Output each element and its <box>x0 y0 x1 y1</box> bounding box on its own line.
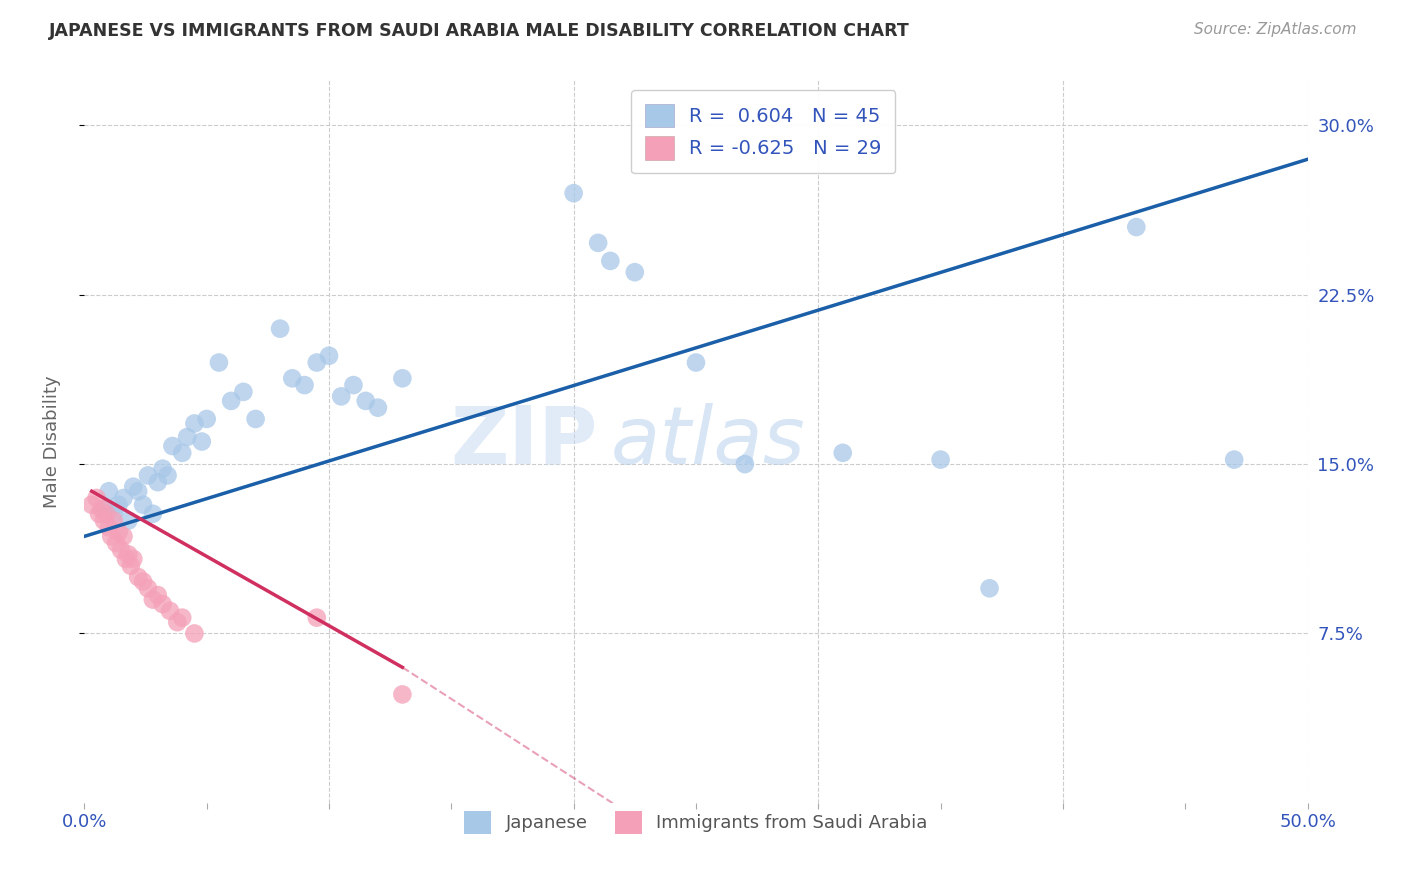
Point <box>1223 452 1246 467</box>
Point <box>156 468 179 483</box>
Point <box>342 378 364 392</box>
Point <box>117 514 139 528</box>
Point <box>269 321 291 335</box>
Point <box>831 446 853 460</box>
Point <box>172 610 194 624</box>
Point <box>183 626 205 640</box>
Point <box>136 468 159 483</box>
Point <box>208 355 231 369</box>
Point <box>132 498 155 512</box>
Point <box>93 514 115 528</box>
Point <box>105 536 128 550</box>
Point <box>176 430 198 444</box>
Point <box>87 507 110 521</box>
Point <box>685 355 707 369</box>
Point <box>195 412 218 426</box>
Point <box>586 235 609 250</box>
Point <box>245 412 267 426</box>
Point <box>232 384 254 399</box>
Point <box>562 186 585 201</box>
Point <box>172 446 194 460</box>
Point <box>80 498 103 512</box>
Point <box>219 393 242 408</box>
Point <box>305 610 328 624</box>
Point <box>354 393 377 408</box>
Point <box>183 417 205 431</box>
Point <box>136 582 159 596</box>
Text: JAPANESE VS IMMIGRANTS FROM SAUDI ARABIA MALE DISABILITY CORRELATION CHART: JAPANESE VS IMMIGRANTS FROM SAUDI ARABIA… <box>49 22 910 40</box>
Point <box>294 378 316 392</box>
Point <box>122 552 145 566</box>
Point <box>391 687 413 701</box>
Point <box>330 389 353 403</box>
Point <box>103 507 125 521</box>
Point <box>146 475 169 490</box>
Legend: Japanese, Immigrants from Saudi Arabia: Japanese, Immigrants from Saudi Arabia <box>453 801 939 845</box>
Point <box>100 529 122 543</box>
Point <box>624 265 647 279</box>
Point <box>142 507 165 521</box>
Point <box>152 461 174 475</box>
Text: ZIP: ZIP <box>451 402 598 481</box>
Point <box>146 588 169 602</box>
Point <box>110 542 132 557</box>
Point <box>734 457 756 471</box>
Point <box>159 604 181 618</box>
Point <box>979 582 1001 596</box>
Point <box>93 502 115 516</box>
Point <box>127 484 149 499</box>
Point <box>599 253 621 268</box>
Point <box>97 484 120 499</box>
Point <box>166 615 188 630</box>
Point <box>117 548 139 562</box>
Point <box>107 524 129 539</box>
Point <box>305 355 328 369</box>
Point <box>318 349 340 363</box>
Point <box>1125 220 1147 235</box>
Point <box>929 452 952 467</box>
Point <box>132 574 155 589</box>
Point <box>97 520 120 534</box>
Point <box>120 558 142 573</box>
Point <box>127 570 149 584</box>
Text: atlas: atlas <box>610 402 806 481</box>
Point <box>152 597 174 611</box>
Point <box>103 514 125 528</box>
Point <box>112 491 135 505</box>
Point <box>112 529 135 543</box>
Point <box>281 371 304 385</box>
Point <box>142 592 165 607</box>
Point <box>90 502 112 516</box>
Point <box>162 439 184 453</box>
Point <box>191 434 214 449</box>
Text: Source: ZipAtlas.com: Source: ZipAtlas.com <box>1194 22 1357 37</box>
Y-axis label: Male Disability: Male Disability <box>42 376 60 508</box>
Point <box>367 401 389 415</box>
Point <box>115 552 138 566</box>
Point <box>107 498 129 512</box>
Point <box>86 491 108 505</box>
Point <box>122 480 145 494</box>
Point <box>96 507 118 521</box>
Point <box>391 371 413 385</box>
